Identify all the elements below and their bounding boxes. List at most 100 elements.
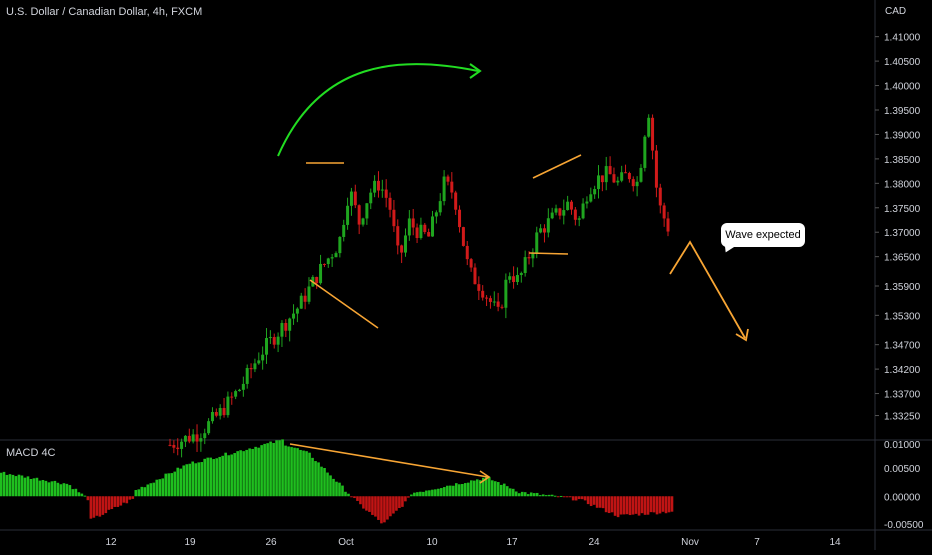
candle-body bbox=[488, 298, 492, 302]
price-tick-label: 1.33250 bbox=[884, 412, 921, 423]
time-tick-label: 26 bbox=[265, 537, 277, 548]
macd-histogram-bar bbox=[565, 496, 569, 498]
macd-histogram-bar bbox=[574, 496, 578, 501]
macd-histogram-bar bbox=[152, 482, 156, 497]
candle-body bbox=[207, 421, 211, 434]
candle-body bbox=[512, 276, 516, 283]
candle-body bbox=[562, 210, 566, 216]
macd-histogram-bar bbox=[140, 486, 144, 497]
macd-title: MACD 4C bbox=[6, 447, 56, 459]
candle-body bbox=[384, 189, 388, 198]
candle-body bbox=[407, 218, 411, 236]
macd-histogram-bar bbox=[428, 490, 431, 497]
candle-body bbox=[434, 212, 438, 217]
candle-body bbox=[392, 209, 396, 227]
time-tick-label: 24 bbox=[588, 537, 600, 548]
macd-histogram-bar bbox=[467, 482, 470, 497]
macd-divergence-line bbox=[289, 443, 489, 478]
macd-histogram-bar bbox=[356, 496, 359, 501]
macd-histogram-bar bbox=[613, 496, 617, 516]
price-tick-label: 1.35300 bbox=[884, 311, 921, 322]
wave-arrow-head bbox=[735, 328, 749, 342]
macd-histogram-bar bbox=[341, 485, 344, 497]
time-tick-label: 14 bbox=[829, 537, 841, 548]
macd-histogram-bar bbox=[266, 443, 269, 497]
macd-histogram-bar bbox=[56, 482, 60, 497]
candle-body bbox=[218, 407, 222, 416]
macd-histogram-bar bbox=[62, 483, 66, 497]
callout-text: Wave expected bbox=[725, 229, 801, 241]
macd-histogram-bar bbox=[29, 478, 33, 497]
macd-histogram-bar bbox=[556, 496, 560, 498]
macd-histogram-bar bbox=[478, 480, 482, 497]
candle-body bbox=[450, 181, 454, 193]
macd-histogram-bar bbox=[206, 457, 209, 497]
macd-histogram-bar bbox=[224, 452, 227, 497]
macd-histogram-bar bbox=[622, 496, 626, 515]
macd-histogram-bar bbox=[278, 440, 281, 497]
candle-body bbox=[411, 218, 415, 228]
macd-histogram-bar bbox=[586, 496, 590, 505]
candle-body bbox=[261, 354, 265, 361]
candle-body bbox=[326, 258, 330, 265]
macd-histogram-bar bbox=[137, 489, 141, 497]
candle-body bbox=[647, 117, 651, 137]
macd-histogram-bar bbox=[326, 472, 329, 497]
macd-histogram-bar bbox=[95, 496, 99, 516]
candle-body bbox=[257, 360, 261, 364]
macd-histogram-bar bbox=[89, 496, 93, 519]
macd-histogram-bar bbox=[607, 496, 611, 514]
price-tick-label: 1.38500 bbox=[884, 155, 921, 166]
candle-body bbox=[176, 447, 180, 449]
macd-histogram-bar bbox=[179, 468, 183, 497]
candle-body bbox=[566, 201, 570, 211]
candle-body bbox=[322, 263, 326, 265]
orange-wedge-line bbox=[309, 279, 379, 329]
orange-flag-bottom-2 bbox=[528, 252, 569, 255]
macd-histogram-bar bbox=[41, 480, 45, 497]
macd-histogram-bar bbox=[329, 475, 332, 497]
macd-tick-label: 0.00000 bbox=[884, 492, 921, 503]
macd-histogram-bar bbox=[359, 496, 362, 505]
macd-histogram-bar bbox=[242, 451, 245, 497]
macd-histogram-bar bbox=[194, 463, 198, 497]
macd-histogram-bar bbox=[664, 496, 668, 514]
macd-histogram-bar bbox=[308, 452, 311, 497]
macd-histogram-bar bbox=[323, 468, 326, 497]
macd-histogram-bar bbox=[362, 496, 365, 509]
macd-histogram-bar bbox=[71, 489, 75, 497]
price-tick-label: 1.36500 bbox=[884, 253, 921, 264]
macd-histogram-bar bbox=[14, 476, 18, 497]
macd-histogram-bar bbox=[523, 492, 527, 497]
macd-histogram-bar bbox=[182, 465, 186, 497]
candle-body bbox=[461, 227, 465, 246]
macd-histogram-bar bbox=[398, 496, 401, 509]
macd-histogram-bar bbox=[550, 494, 554, 497]
macd-histogram-bar bbox=[155, 479, 159, 497]
candle-body bbox=[558, 208, 562, 216]
macd-histogram-bar bbox=[335, 481, 338, 497]
macd-histogram-bar bbox=[101, 496, 105, 515]
macd-histogram-bar bbox=[365, 496, 368, 511]
candle-body bbox=[465, 245, 469, 260]
macd-histogram-bar bbox=[571, 496, 575, 501]
macd-histogram-bar bbox=[667, 496, 671, 513]
candle-body bbox=[357, 205, 361, 225]
macd-histogram-bar bbox=[499, 484, 503, 497]
candle-body bbox=[639, 167, 643, 182]
candle-body bbox=[180, 441, 184, 449]
macd-histogram-bar bbox=[98, 496, 102, 517]
macd-histogram-bar bbox=[374, 496, 377, 517]
macd-histogram-bar bbox=[458, 484, 461, 497]
candle-body bbox=[214, 412, 218, 416]
macd-histogram-bar bbox=[203, 458, 206, 497]
macd-histogram-bar bbox=[592, 496, 596, 505]
macd-histogram-bar bbox=[110, 496, 114, 510]
price-tick-label: 1.39000 bbox=[884, 130, 921, 141]
candle-body bbox=[531, 252, 535, 259]
macd-histogram-bar bbox=[410, 494, 413, 497]
time-tick-label: 10 bbox=[426, 537, 438, 548]
candle-body bbox=[342, 224, 346, 237]
macd-histogram-bar bbox=[122, 496, 126, 503]
macd-histogram-bar bbox=[281, 439, 284, 497]
